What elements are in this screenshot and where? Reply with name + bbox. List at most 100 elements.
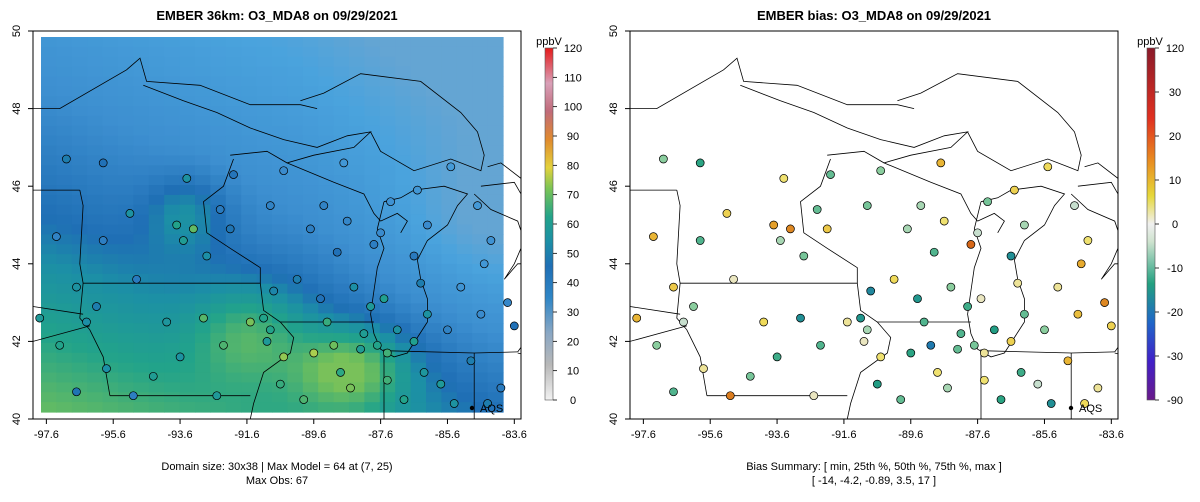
grid-cell xyxy=(318,106,335,117)
grid-cell xyxy=(302,234,319,245)
grid-cell xyxy=(133,323,150,334)
grid-cell xyxy=(426,244,442,255)
boundary-line xyxy=(977,212,1005,233)
grid-cell xyxy=(102,234,119,245)
y-tick-label: 48 xyxy=(11,102,23,114)
station-point xyxy=(695,236,705,245)
grid-cell xyxy=(148,165,165,176)
x-tick-label: -89.6 xyxy=(301,429,326,441)
grid-cell xyxy=(118,323,134,334)
grid-cell xyxy=(71,214,88,226)
legend-tick-label: 120 xyxy=(564,43,582,55)
grid-cell xyxy=(102,342,119,354)
grid-cell xyxy=(87,66,104,78)
grid-cell xyxy=(410,145,427,157)
grid-cell xyxy=(148,175,165,186)
grid-cell xyxy=(133,135,150,147)
grid-cell xyxy=(272,135,288,147)
grid-cell xyxy=(272,194,288,206)
grid-cell xyxy=(472,362,489,374)
station-point xyxy=(809,391,819,401)
grid-cell xyxy=(472,185,489,196)
grid-cell xyxy=(441,254,458,265)
grid-cell xyxy=(472,204,489,216)
station-point xyxy=(983,197,992,207)
grid-cell xyxy=(456,185,473,196)
grid-cell xyxy=(71,125,88,137)
grid-cell xyxy=(225,283,242,295)
grid-cell xyxy=(379,333,396,344)
grid-cell xyxy=(287,293,304,305)
grid-cell xyxy=(133,194,150,206)
grid-cell xyxy=(133,273,150,285)
grid-cell xyxy=(210,56,227,68)
grid-cell xyxy=(256,135,273,147)
x-tick-label: -97.6 xyxy=(631,429,656,441)
station-point xyxy=(946,282,956,292)
boundary-line xyxy=(897,73,1082,172)
station-point xyxy=(979,375,989,385)
boundary-line xyxy=(676,190,708,396)
grid-cell xyxy=(456,37,473,48)
grid-cell xyxy=(41,66,57,78)
grid-cell xyxy=(87,224,104,235)
grid-cell xyxy=(56,165,73,176)
grid-cell xyxy=(225,185,242,196)
grid-cell xyxy=(210,224,227,235)
grid-cell xyxy=(102,323,119,334)
station-point xyxy=(339,158,349,168)
grid-cell xyxy=(410,352,427,364)
grid-cell xyxy=(41,155,57,166)
grid-cell xyxy=(71,224,88,235)
grid-cell xyxy=(256,323,273,334)
grid-cell xyxy=(195,342,211,354)
grid-cell xyxy=(56,303,73,314)
grid-cell xyxy=(41,204,57,216)
grid-cell xyxy=(318,362,335,374)
grid-cell xyxy=(287,56,304,68)
grid-cell xyxy=(302,372,319,383)
grid-cell xyxy=(41,135,57,147)
grid-cell xyxy=(210,46,227,58)
boundary-line xyxy=(740,84,969,164)
station-point xyxy=(225,224,235,234)
grid-cell xyxy=(333,86,350,97)
grid-cell xyxy=(395,37,412,48)
grid-cell xyxy=(148,224,165,235)
boundary-line xyxy=(143,84,372,164)
grid-cell xyxy=(287,86,304,97)
grid-cell xyxy=(210,263,227,275)
grid-cell xyxy=(148,106,165,117)
grid-cell xyxy=(426,37,442,48)
grid-cell xyxy=(395,303,412,314)
boundary-line xyxy=(480,181,521,195)
station-point xyxy=(939,216,949,226)
grid-cell xyxy=(71,46,88,58)
grid-cell xyxy=(179,145,196,157)
station-point xyxy=(299,395,309,404)
grid-cell xyxy=(102,402,119,413)
grid-cell xyxy=(87,372,104,383)
station-point xyxy=(456,282,466,292)
grid-cell xyxy=(179,273,196,285)
grid-cell xyxy=(379,402,396,413)
boundary-line xyxy=(487,162,521,179)
boundary-line xyxy=(967,185,1066,358)
grid-cell xyxy=(318,244,335,255)
grid-cell xyxy=(102,372,119,383)
grid-cell xyxy=(456,244,473,255)
grid-cell xyxy=(318,135,335,147)
grid-cell xyxy=(487,313,504,324)
grid-cell xyxy=(426,283,442,295)
grid-cell xyxy=(456,125,473,137)
grid-cell xyxy=(487,37,504,48)
grid-cell xyxy=(256,185,273,196)
grid-cell xyxy=(456,372,473,383)
grid-cell xyxy=(426,352,442,364)
grid-cell xyxy=(133,234,150,245)
station-point xyxy=(379,294,389,304)
grid-cell xyxy=(133,372,150,383)
station-point xyxy=(669,387,678,397)
boundary-line xyxy=(1070,193,1118,353)
x-tick-label: -85.6 xyxy=(435,429,460,441)
